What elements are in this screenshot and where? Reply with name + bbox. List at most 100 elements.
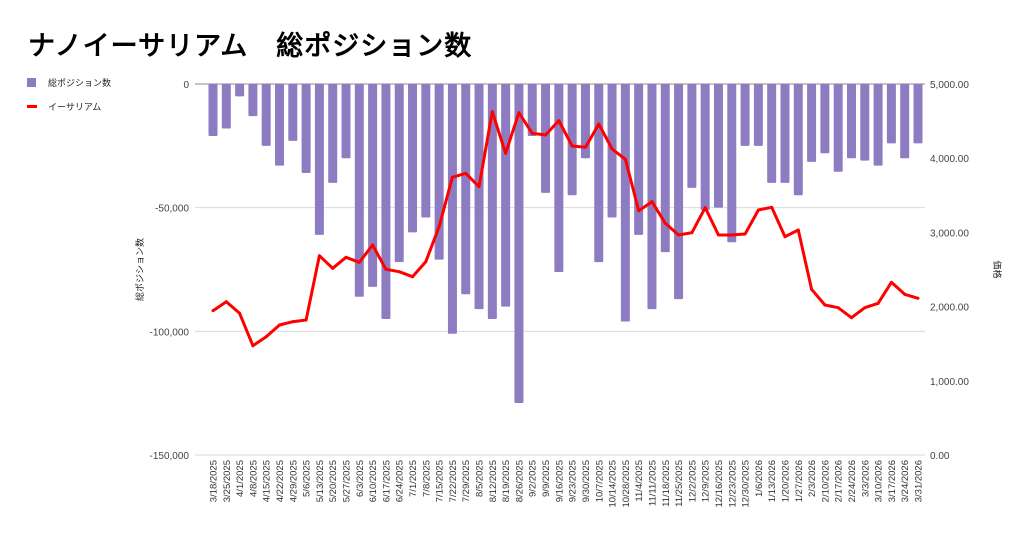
price-point: [743, 232, 747, 236]
x-tick-label: 9/16/2025: [554, 460, 565, 502]
bar: [235, 84, 245, 97]
price-point: [889, 280, 893, 284]
x-tick-label: 9/23/2025: [568, 460, 579, 502]
x-tick-label: 6/17/2025: [381, 460, 392, 502]
legend: 総ポジション数 イーサリアム: [27, 76, 111, 124]
bar: [620, 84, 630, 322]
price-point: [863, 306, 867, 310]
bar: [647, 84, 657, 310]
price-point: [810, 287, 814, 291]
price-point: [823, 303, 827, 307]
price-point: [770, 205, 774, 209]
bar: [354, 84, 364, 297]
price-point: [264, 335, 268, 339]
bar: [740, 84, 750, 146]
bar: [487, 84, 497, 319]
bar: [314, 84, 324, 235]
x-tick-label: 2/17/2026: [834, 460, 845, 502]
x-tick-label: 2/3/2026: [807, 460, 818, 497]
bar: [408, 84, 418, 233]
price-point: [637, 209, 641, 213]
bar: [567, 84, 577, 196]
price-point: [663, 221, 667, 225]
bar: [660, 84, 670, 253]
price-point: [464, 171, 468, 175]
bar: [501, 84, 511, 307]
price-point: [677, 233, 681, 237]
x-tick-label: 5/13/2025: [315, 460, 326, 502]
x-tick-label: 3/10/2026: [874, 460, 885, 502]
x-tick-label: 9/9/2025: [541, 460, 552, 497]
price-point: [477, 185, 481, 189]
y-tick-label: 0: [183, 80, 189, 91]
bar: [727, 84, 737, 243]
y-tick-label: -50,000: [155, 204, 189, 215]
x-tick-label: 4/8/2025: [248, 460, 259, 497]
bar: [900, 84, 910, 159]
x-tick-label: 4/15/2025: [262, 460, 273, 502]
bar: [421, 84, 431, 218]
price-point: [437, 225, 441, 229]
x-tick-label: 10/7/2025: [594, 460, 605, 502]
price-point: [371, 243, 375, 247]
price-point: [650, 200, 654, 204]
x-tick-label: 3/17/2026: [887, 460, 898, 502]
bar: [833, 84, 843, 172]
price-point: [411, 275, 415, 279]
bar: [541, 84, 551, 193]
price-point: [756, 208, 760, 212]
x-tick-label: 4/22/2025: [275, 460, 286, 502]
price-point: [530, 131, 534, 135]
x-tick-label: 6/24/2025: [395, 460, 406, 502]
bar: [527, 84, 537, 136]
bar: [767, 84, 777, 183]
price-point: [331, 266, 335, 270]
chart-title: ナノイーサリアム 総ポジション数: [28, 31, 473, 62]
x-tick-label: 1/13/2026: [767, 460, 778, 502]
price-point: [304, 318, 308, 322]
y2-tick-label: 5,000.00: [930, 80, 969, 91]
x-tick-label: 3/24/2026: [900, 460, 911, 502]
x-tick-label: 7/15/2025: [435, 460, 446, 502]
bar: [447, 84, 457, 334]
price-point: [490, 110, 494, 114]
bar: [873, 84, 883, 166]
x-tick-label: 8/19/2025: [501, 460, 512, 502]
x-tick-label: 11/25/2025: [674, 460, 685, 507]
bar: [913, 84, 923, 144]
bar: [713, 84, 723, 208]
price-point: [597, 122, 601, 126]
y2-tick-label: 4,000.00: [930, 154, 969, 165]
x-tick-label: 11/4/2025: [634, 460, 645, 502]
x-tick-label: 4/29/2025: [288, 460, 299, 502]
x-tick-label: 12/23/2025: [727, 460, 738, 508]
price-point: [610, 147, 614, 151]
x-tick-label: 7/29/2025: [461, 460, 472, 502]
bar: [368, 84, 378, 287]
x-tick-label: 3/18/2025: [209, 460, 220, 502]
x-tick-label: 8/12/2025: [488, 460, 499, 502]
x-tick-label: 12/9/2025: [701, 460, 712, 502]
x-tick-label: 1/20/2026: [780, 460, 791, 502]
price-point: [317, 254, 321, 258]
bar: [634, 84, 644, 235]
legend-item-positions[interactable]: 総ポジション数: [27, 76, 111, 89]
price-point: [251, 344, 255, 348]
price-point: [544, 133, 548, 137]
legend-label: イーサリアム: [48, 102, 102, 113]
x-tick-label: 7/1/2025: [408, 460, 419, 497]
x-tick-label: 5/27/2025: [342, 460, 353, 502]
price-point: [623, 157, 627, 161]
bar: [221, 84, 231, 129]
x-tick-label: 2/24/2026: [847, 460, 858, 502]
x-tick-label: 2/10/2026: [820, 460, 831, 502]
price-point: [424, 260, 428, 264]
x-tick-label: 1/6/2026: [754, 460, 765, 497]
legend-item-ethereum[interactable]: イーサリアム: [27, 100, 111, 113]
bar: [514, 84, 524, 404]
price-point: [716, 233, 720, 237]
x-tick-label: 8/5/2025: [475, 460, 486, 497]
x-tick-label: 4/1/2025: [235, 460, 246, 497]
y-axis-title: 総ポジション数: [134, 238, 145, 301]
bar: [474, 84, 484, 310]
